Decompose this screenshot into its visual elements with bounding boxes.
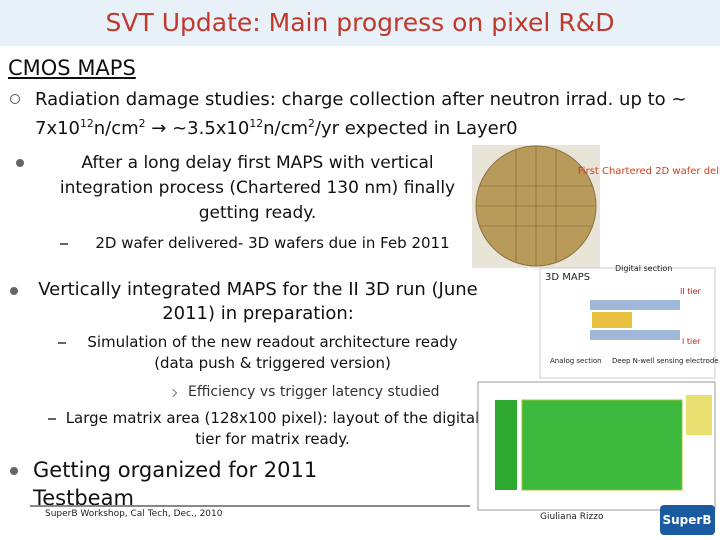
matrix-block xyxy=(495,400,517,490)
wafer-grid xyxy=(478,146,594,266)
bullet-text: 2D wafer delivered- 3D wafers due in Feb… xyxy=(95,234,450,252)
superscript: 2 xyxy=(308,117,315,130)
bullet-text: After a long delay first MAPS with verti… xyxy=(59,153,456,223)
bullet-marker xyxy=(58,342,66,344)
bullet-marker xyxy=(10,467,18,475)
superscript: 12 xyxy=(80,117,94,130)
footer-right: Giuliana Rizzo xyxy=(540,512,604,522)
footer-left: SuperB Workshop, Cal Tech, Dec., 2010 xyxy=(45,509,223,519)
bullet-text: Large matrix area (128x100 pixel): layou… xyxy=(65,409,480,448)
diagram-label: 3D MAPS xyxy=(545,272,590,283)
matrix-block xyxy=(686,395,712,435)
wafer-caption: First Chartered 2D wafer delivered xyxy=(578,166,720,177)
bullet-marker xyxy=(10,94,20,104)
logo-text: SuperB xyxy=(663,513,712,527)
electrode xyxy=(592,312,632,328)
bullet-text: Simulation of the new readout architectu… xyxy=(87,333,458,372)
diagram-label: I tier xyxy=(682,337,701,346)
slide-title: SVT Update: Main progress on pixel R&D xyxy=(0,0,720,46)
bullet-marker xyxy=(60,243,68,245)
text-run: Radiation damage studies: charge collect… xyxy=(35,89,687,139)
diagram-label: II tier xyxy=(680,287,702,296)
logo xyxy=(660,505,715,535)
bullet-marker xyxy=(48,418,56,420)
footer-rule xyxy=(30,505,470,507)
superscript: 2 xyxy=(138,117,146,130)
text-run: n/cm xyxy=(263,118,308,139)
section-heading: CMOS MAPS xyxy=(8,56,136,80)
bullet-marker xyxy=(16,159,24,167)
text-run: /yr expected in Layer0 xyxy=(314,118,518,139)
diagram-label: Deep N-well sensing electrode xyxy=(612,357,719,365)
bullet-text: Efficiency vs trigger latency studied xyxy=(188,384,440,400)
matrix-block xyxy=(521,399,683,491)
text-run: → ~3.5x10 xyxy=(145,118,250,139)
text-run: n/cm xyxy=(93,118,139,139)
diagram-label: Digital section xyxy=(615,264,672,273)
bullet-text: Vertically integrated MAPS for the II 3D… xyxy=(38,279,478,324)
tier-layer xyxy=(590,330,680,340)
superscript: 12 xyxy=(249,117,264,130)
bullet-text: Radiation damage studies: charge collect… xyxy=(35,88,695,141)
tier-layer xyxy=(590,300,680,310)
diagram-label: Analog section xyxy=(550,357,602,365)
bullet-marker xyxy=(10,287,18,295)
